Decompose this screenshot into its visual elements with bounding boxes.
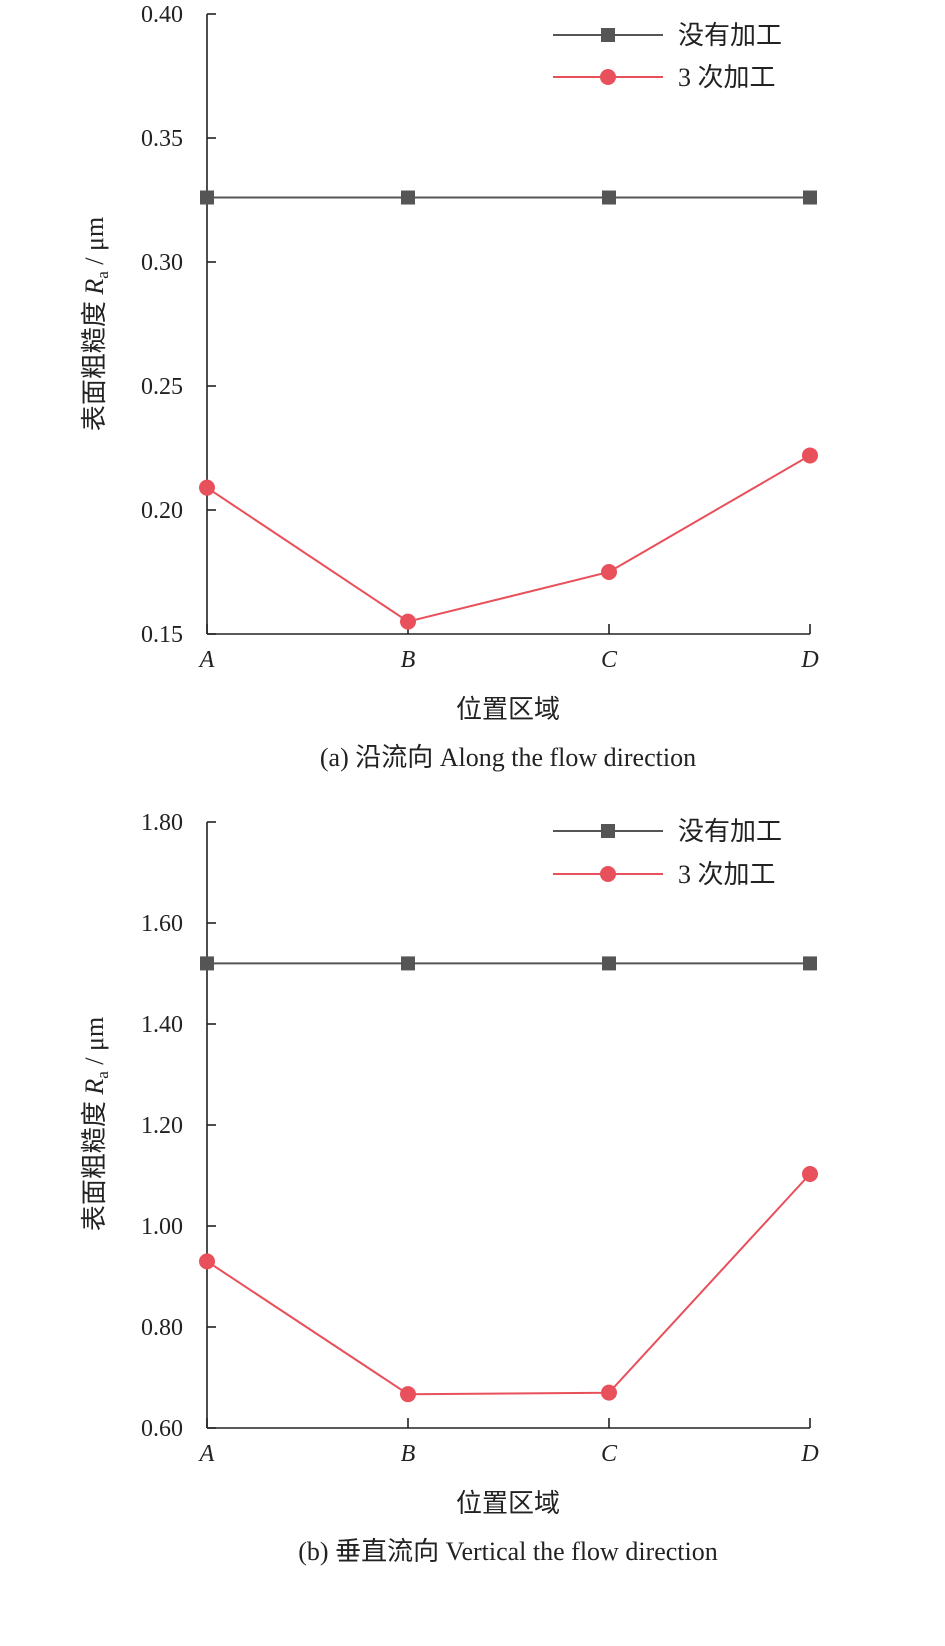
- data-point-circle: [199, 1253, 215, 1270]
- legend-label: 3 次加工: [678, 860, 776, 889]
- data-point-circle: [601, 564, 617, 580]
- y-tick-label: 1.80: [141, 810, 183, 836]
- x-tick-label: B: [401, 647, 416, 673]
- data-point-square: [200, 956, 214, 971]
- data-point-circle: [400, 1386, 416, 1403]
- series-line: [206, 454, 811, 623]
- y-tick-label: 0.35: [141, 126, 183, 152]
- x-tick-label: A: [198, 1441, 215, 1467]
- x-tick-label: C: [601, 1441, 618, 1467]
- data-point-square: [602, 956, 616, 971]
- chart-panel-b: 0.60 0.80 1.00 1.20 1.40 1.60 1.80 A B C D 表面粗糙度 R…: [80, 810, 819, 1566]
- legend-label: 没有加工: [678, 21, 782, 50]
- data-point-circle: [601, 1384, 617, 1401]
- legend-label: 3 次加工: [678, 63, 776, 92]
- legend-label: 没有加工: [678, 817, 782, 846]
- x-tick-label: C: [601, 647, 618, 673]
- legend-swatch-marker: [600, 866, 616, 882]
- y-tick-label: 1.40: [141, 1012, 183, 1038]
- legend-item: 3 次加工: [553, 860, 776, 889]
- data-point-circle: [400, 613, 416, 630]
- x-axis-title: 位置区域: [456, 1489, 560, 1518]
- y-tick-label: 0.80: [141, 1315, 183, 1341]
- figure-caption: (a) 沿流向 Along the flow direction: [320, 743, 696, 772]
- legend-swatch-marker: [601, 824, 615, 838]
- x-tick-label: D: [800, 647, 818, 673]
- y-tick-label: 0.20: [141, 498, 183, 524]
- data-point-square: [803, 190, 817, 205]
- y-tick-label: 1.60: [141, 911, 183, 937]
- data-point-circle: [199, 479, 215, 496]
- plot-area: 0.60 0.80 1.00 1.20 1.40 1.60 1.80 A B C D: [141, 810, 819, 1467]
- y-tick-label: 1.20: [141, 1113, 183, 1139]
- y-axis-title: 表面粗糙度 Ra / μm: [80, 1017, 112, 1231]
- y-tick-label: 0.15: [141, 622, 183, 648]
- x-axis-title: 位置区域: [456, 695, 560, 724]
- legend: 没有加工 3 次加工: [553, 21, 782, 92]
- data-point-square: [401, 956, 415, 971]
- y-tick-label: 0.40: [141, 2, 183, 28]
- series-line: [206, 1173, 811, 1396]
- x-tick-label: A: [198, 647, 215, 673]
- legend-swatch-marker: [601, 28, 615, 42]
- legend-swatch-marker: [600, 69, 616, 85]
- y-tick-label: 1.00: [141, 1214, 183, 1240]
- y-axis-title: 表面粗糙度 Ra / μm: [80, 217, 112, 431]
- data-point-square: [200, 190, 214, 205]
- figure-caption: (b) 垂直流向 Vertical the flow direction: [298, 1537, 718, 1566]
- x-tick-label: B: [401, 1441, 416, 1467]
- legend-item: 没有加工: [553, 21, 782, 50]
- legend-item: 没有加工: [553, 817, 782, 846]
- legend: 没有加工 3 次加工: [553, 817, 782, 889]
- legend-item: 3 次加工: [553, 63, 776, 92]
- data-point-circle: [802, 1165, 818, 1182]
- x-tick-label: D: [800, 1441, 818, 1467]
- chart-panel-a: 0.15 0.20 0.25 0.30 0.35 0.40 A B C D 表面粗糙度 Ra / …: [80, 2, 819, 772]
- y-tick-label: 0.25: [141, 374, 183, 400]
- data-point-circle: [802, 447, 818, 464]
- y-tick-label: 0.60: [141, 1416, 183, 1442]
- y-tick-label: 0.30: [141, 250, 183, 276]
- plot-area: 0.15 0.20 0.25 0.30 0.35 0.40 A B C D: [141, 2, 819, 673]
- data-point-square: [401, 190, 415, 205]
- data-point-square: [602, 190, 616, 205]
- data-point-square: [803, 956, 817, 971]
